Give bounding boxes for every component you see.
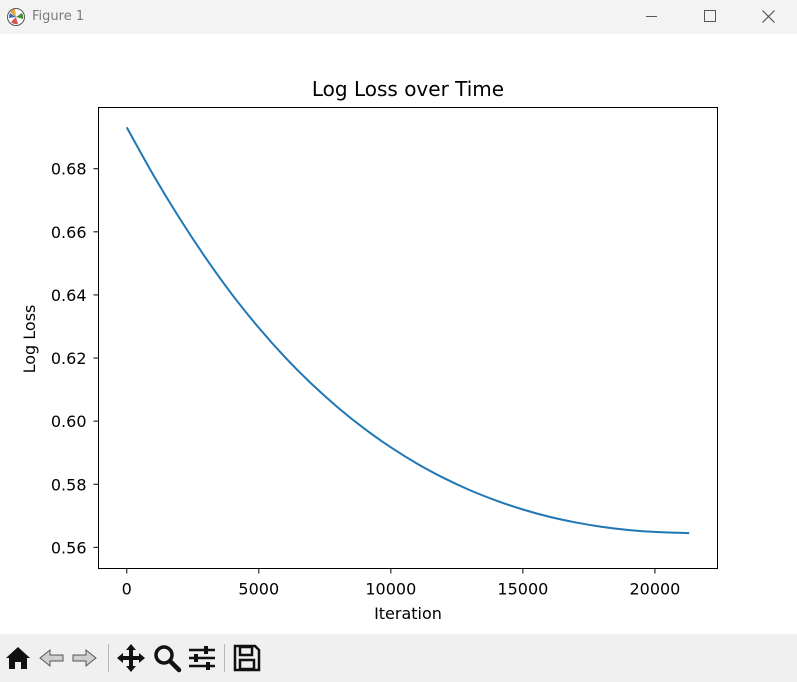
home-icon	[6, 647, 30, 669]
y-tick-label: 0.60	[51, 412, 87, 431]
x-tick-label: 10000	[365, 580, 416, 599]
close-button[interactable]	[739, 0, 797, 34]
window-titlebar: Figure 1	[0, 0, 797, 34]
y-tick-label: 0.58	[51, 475, 87, 494]
maximize-icon	[704, 10, 716, 22]
toolbar-separator	[224, 644, 225, 672]
back-button[interactable]	[36, 642, 68, 674]
matplotlib-logo-icon	[6, 7, 26, 27]
x-tick-label: 0	[122, 580, 132, 599]
x-tick-label: 15000	[497, 580, 548, 599]
x-tick-label: 5000	[238, 580, 279, 599]
y-tick-label: 0.64	[51, 286, 87, 305]
configure-subplots-button[interactable]	[186, 642, 218, 674]
chart-title: Log Loss over Time	[312, 77, 504, 101]
series-line-0	[125, 126, 690, 535]
back-arrow-icon	[39, 648, 64, 668]
zoom-magnifier-icon	[154, 645, 182, 673]
x-axis-label: Iteration	[374, 604, 442, 623]
x-tick-label: 20000	[629, 580, 680, 599]
y-tick-label: 0.68	[51, 160, 87, 179]
home-button[interactable]	[2, 642, 34, 674]
minimize-button[interactable]	[622, 0, 680, 34]
pan-button[interactable]	[115, 642, 147, 674]
y-tick-label: 0.66	[51, 223, 87, 242]
y-tick-label: 0.56	[51, 538, 87, 557]
y-axis-label: Log Loss	[20, 305, 39, 374]
figure-canvas[interactable]: Log Loss over Time 0 5000 10000 15000 20000 …	[0, 34, 797, 634]
forward-arrow-icon	[72, 648, 97, 668]
save-button[interactable]	[231, 642, 263, 674]
window-title: Figure 1	[32, 9, 85, 24]
zoom-button[interactable]	[151, 642, 183, 674]
forward-button[interactable]	[68, 642, 100, 674]
y-tick-label: 0.62	[51, 349, 87, 368]
close-icon	[762, 10, 775, 23]
line-chart: Log Loss over Time 0 5000 10000 15000 20000 …	[20, 77, 718, 623]
save-floppy-icon	[233, 644, 261, 672]
pan-move-icon	[117, 644, 145, 672]
configure-subplots-icon	[189, 646, 215, 670]
minimize-icon	[646, 16, 657, 17]
toolbar-separator	[108, 644, 109, 672]
maximize-button[interactable]	[680, 0, 738, 34]
plot-frame	[98, 107, 718, 569]
navigation-toolbar	[0, 634, 797, 682]
